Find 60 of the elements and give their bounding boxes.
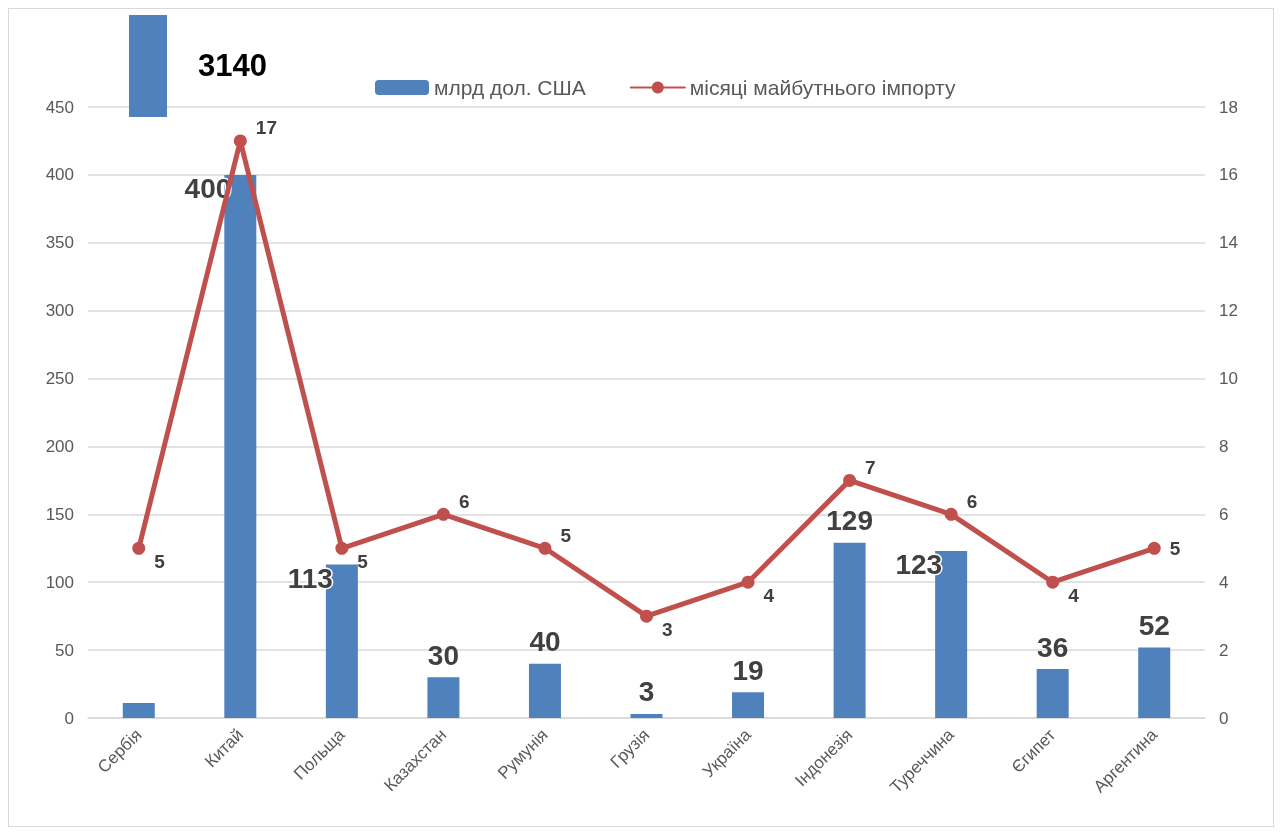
data-label: 5 (1169, 537, 1181, 559)
y-tick-label: 100 (45, 572, 74, 592)
y-tick-label: 450 (45, 97, 74, 117)
y2-tick-label: 8 (1219, 436, 1229, 456)
bar (833, 542, 866, 718)
bar (732, 692, 765, 718)
bar (630, 713, 663, 718)
data-label: 129 (826, 505, 873, 537)
point (436, 507, 450, 521)
y-tick-label: 150 (45, 504, 74, 524)
data-label: 6 (966, 490, 978, 512)
point (538, 541, 552, 555)
data-label: 40 (529, 626, 561, 658)
bar (122, 703, 155, 718)
y-tick-label: 200 (45, 436, 74, 456)
bar (1036, 669, 1069, 718)
bar (427, 677, 460, 718)
y-tick-label: 250 (45, 369, 74, 389)
data-label: 4 (763, 584, 775, 606)
data-label: 30 (427, 639, 459, 671)
data-label: 17 (255, 117, 277, 139)
data-label: 3 (638, 676, 655, 708)
y2-tick-label: 4 (1219, 572, 1229, 592)
point (335, 541, 349, 555)
data-label: 19 (732, 654, 764, 686)
point (640, 609, 653, 623)
legend-label: місяці майбутнього імпорту (689, 76, 956, 99)
bar (528, 663, 561, 718)
y2-tick-label: 10 (1219, 369, 1238, 389)
data-label: 5 (560, 524, 572, 546)
data-label: 52 (1138, 609, 1170, 641)
data-label: 5 (357, 550, 369, 572)
y2-tick-label: 12 (1219, 301, 1238, 321)
bar (1138, 647, 1171, 718)
data-label: 6 (458, 490, 470, 512)
y2-tick-label: 18 (1219, 97, 1238, 117)
point (741, 575, 755, 589)
data-label: 3 (662, 618, 673, 640)
data-label: 7 (865, 456, 876, 478)
point (944, 507, 958, 521)
point (233, 134, 247, 148)
y2-tick-label: 16 (1219, 165, 1238, 185)
data-label: 4 (1068, 584, 1080, 606)
point (132, 541, 146, 555)
text: 3140 (198, 48, 267, 83)
y2-tick-label: 6 (1219, 504, 1229, 524)
y2-tick-label: 14 (1219, 233, 1238, 253)
point (1147, 541, 1161, 555)
data-label: 5 (154, 550, 166, 572)
point (1046, 575, 1060, 589)
data-label: 36 (1037, 631, 1069, 663)
y-tick-label: 50 (55, 640, 74, 660)
y-tick-label: 0 (64, 708, 74, 728)
y2-tick-label: 2 (1219, 640, 1229, 660)
y-tick-label: 350 (45, 233, 74, 253)
point (843, 473, 857, 487)
y2-tick-label: 0 (1219, 708, 1229, 728)
legend-label: млрд дол. США (434, 76, 586, 99)
y-tick-label: 400 (45, 165, 74, 185)
y-tick-label: 300 (45, 301, 74, 321)
